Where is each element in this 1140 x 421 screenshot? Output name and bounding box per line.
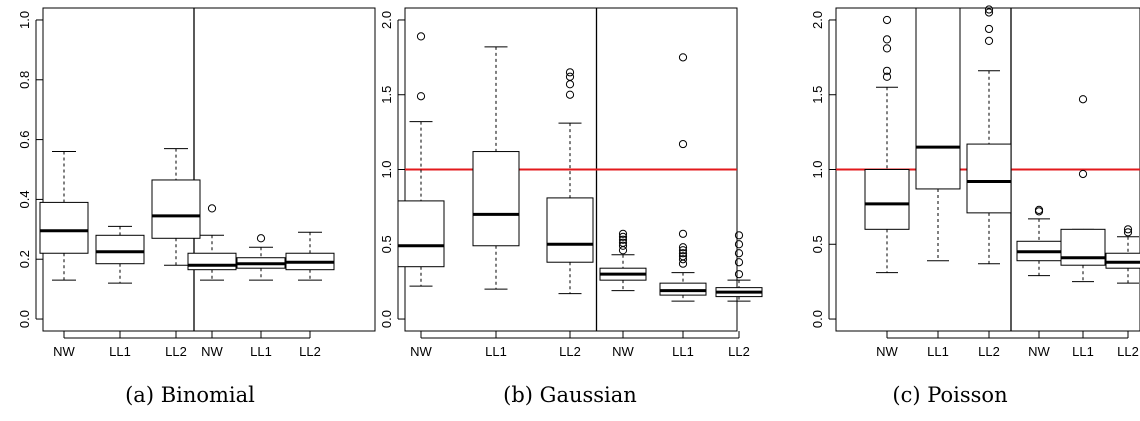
poisson-left-ll1-x-label: LL1 xyxy=(927,344,949,359)
binomial-y-tick-label: 0.4 xyxy=(17,190,32,208)
poisson-right-ll2-x-label: LL2 xyxy=(1117,344,1139,359)
poisson-left-ll2-outlier xyxy=(984,36,994,45)
poisson-y-tick-label: 1.0 xyxy=(810,160,825,178)
gaussian-y-tick-label: 1.5 xyxy=(379,86,394,104)
poisson-left-nw-outlier xyxy=(882,66,892,75)
caption-gaussian: (b) Gaussian xyxy=(503,383,637,407)
gaussian-right-ll2-outlier xyxy=(734,258,744,267)
gaussian-y-tick-label: 2.0 xyxy=(379,11,394,29)
poisson-left-ll1-box xyxy=(915,7,961,190)
binomial-y-tick-label: 0.6 xyxy=(17,131,32,149)
gaussian-y-tick-label: 0.5 xyxy=(379,235,394,253)
binomial-right-nw-outlier xyxy=(207,204,217,213)
gaussian-left-ll2-outlier xyxy=(565,68,575,77)
poisson-left-nw-outlier xyxy=(882,15,892,25)
poisson-left-ll2-x-label: LL2 xyxy=(978,344,1000,359)
binomial-right-nw-box xyxy=(187,252,237,271)
gaussian-left-ll2-x-label: LL2 xyxy=(559,344,581,359)
gaussian-right-nw-x-label: NW xyxy=(612,344,634,359)
gaussian-right-ll1-outlier xyxy=(678,139,688,149)
poisson-left-ll2-outlier xyxy=(984,24,994,34)
poisson-left-ll2-outlier xyxy=(984,5,994,14)
gaussian-right-nw-outlier xyxy=(618,232,628,241)
binomial-left-nw-x-label: NW xyxy=(53,344,75,359)
gaussian-right-ll2-outlier xyxy=(734,240,744,249)
binomial-right-ll1-x-label: LL1 xyxy=(250,344,272,359)
binomial-left-nw-box xyxy=(39,201,89,254)
gaussian-left-nw-x-label: NW xyxy=(410,344,432,359)
gaussian-y-tick-label: 0.0 xyxy=(379,310,394,328)
binomial-y-tick-label: 0.8 xyxy=(17,71,32,89)
gaussian-left-ll1-box xyxy=(472,151,520,247)
binomial-right-ll2-x-label: LL2 xyxy=(299,344,321,359)
gaussian-right-ll1-outlier xyxy=(678,252,688,261)
poisson-left-ll2-outlier xyxy=(984,8,994,17)
gaussian-left-nw-outlier xyxy=(416,32,426,41)
poisson-right-nw-x-label: NW xyxy=(1028,344,1050,359)
caption-binomial: (a) Binomial xyxy=(125,383,255,407)
gaussian-right-ll2-outlier xyxy=(734,231,744,240)
caption-poisson: (c) Poisson xyxy=(892,383,1008,407)
gaussian-left-ll2-outlier xyxy=(565,72,575,81)
binomial-plot-frame xyxy=(42,7,376,332)
poisson-right-ll2-outlier xyxy=(1123,225,1133,234)
binomial-y-tick-label: 0.2 xyxy=(17,250,32,268)
poisson-left-nw-outlier xyxy=(882,72,892,81)
gaussian-right-ll1-outlier xyxy=(678,243,688,252)
gaussian-right-ll1-outlier xyxy=(678,255,688,264)
poisson-right-ll1-x-label: LL1 xyxy=(1072,344,1094,359)
gaussian-left-nw-outlier xyxy=(416,92,426,101)
gaussian-right-ll2-outlier xyxy=(734,270,744,279)
gaussian-right-nw-outlier xyxy=(618,235,628,244)
poisson-y-tick-label: 1.5 xyxy=(810,86,825,104)
poisson-right-ll1-box xyxy=(1060,228,1106,266)
gaussian-y-tick-label: 1.0 xyxy=(379,160,394,178)
gaussian-left-ll2-box xyxy=(546,197,594,263)
poisson-y-tick-label: 0.0 xyxy=(810,310,825,328)
poisson-y-tick-label: 2.0 xyxy=(810,11,825,29)
poisson-right-ll1-outlier xyxy=(1078,169,1088,179)
gaussian-right-ll1-outlier xyxy=(678,246,688,255)
binomial-right-nw-x-label: NW xyxy=(201,344,223,359)
gaussian-right-ll2-outlier xyxy=(734,249,744,258)
binomial-left-ll2-x-label: LL2 xyxy=(165,344,187,359)
binomial-y-tick-label: 0.0 xyxy=(17,310,32,328)
gaussian-right-ll1-outlier xyxy=(678,53,688,62)
binomial-left-ll1-x-label: LL1 xyxy=(109,344,131,359)
gaussian-left-ll1-x-label: LL1 xyxy=(485,344,507,359)
gaussian-left-ll2-outlier xyxy=(565,80,575,89)
poisson-right-ll1-outlier xyxy=(1078,95,1088,104)
gaussian-right-ll1-outlier xyxy=(678,229,688,238)
poisson-y-tick-label: 0.5 xyxy=(810,235,825,253)
gaussian-right-ll1-x-label: LL1 xyxy=(672,344,694,359)
gaussian-left-nw-box xyxy=(397,200,445,268)
gaussian-right-nw-outlier xyxy=(618,229,628,238)
poisson-left-nw-x-label: NW xyxy=(876,344,898,359)
binomial-left-ll2-box xyxy=(151,179,201,239)
poisson-left-ll2-box xyxy=(966,143,1012,214)
binomial-y-tick-label: 1.0 xyxy=(17,11,32,29)
gaussian-left-ll2-outlier xyxy=(565,90,575,99)
poisson-right-nw-outlier xyxy=(1034,205,1044,214)
binomial-left-ll1-box xyxy=(95,234,145,265)
poisson-right-ll2-outlier xyxy=(1123,228,1133,237)
gaussian-right-ll1-outlier xyxy=(678,249,688,258)
poisson-left-nw-outlier xyxy=(882,44,892,53)
gaussian-right-nw-outlier xyxy=(618,241,628,250)
poisson-left-nw-box xyxy=(864,169,910,230)
binomial-right-ll1-outlier xyxy=(256,234,266,243)
gaussian-right-ll2-x-label: LL2 xyxy=(728,344,750,359)
gaussian-right-nw-outlier xyxy=(618,238,628,247)
poisson-left-nw-outlier xyxy=(882,35,892,44)
